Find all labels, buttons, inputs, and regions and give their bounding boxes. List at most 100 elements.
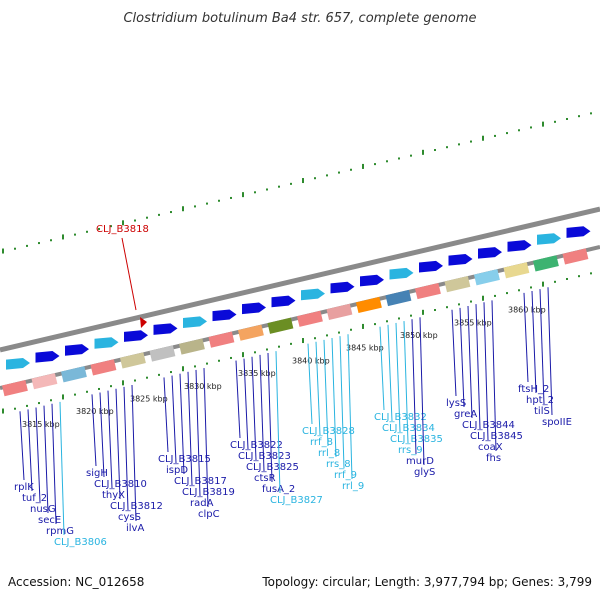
scale-tick (266, 188, 268, 191)
scale-tick (98, 387, 100, 390)
feature-block (415, 282, 441, 300)
kbp-label: 3840 kbp (292, 356, 330, 365)
gene-label: CLJ_B3835 (390, 434, 443, 445)
gene-label: CLJ_B3819 (182, 487, 235, 498)
gene-arrow (35, 351, 60, 363)
scale-tick (314, 337, 316, 340)
feature-block (149, 345, 176, 362)
gene-leader-line (347, 334, 353, 480)
gene-label: sigH (86, 468, 108, 479)
gene-arrow (271, 295, 296, 308)
gene-leader-line (59, 401, 65, 536)
gene-arrow (301, 288, 325, 301)
kbp-label: 3815 kbp (22, 420, 60, 429)
gene-leader-line (459, 307, 465, 408)
scale-tick (458, 143, 460, 146)
scale-tick (338, 331, 340, 334)
scale-tick (518, 129, 520, 132)
gene-label: murD (406, 456, 434, 467)
gene-arrow (507, 240, 532, 252)
gene-label: ctsR (254, 473, 276, 484)
scale-tick (434, 309, 436, 312)
gene-label: CLJ_B3844 (462, 420, 515, 431)
gene-label: thyX (102, 490, 125, 501)
scale-tick (290, 342, 292, 345)
gene-arrow (360, 274, 384, 287)
scale-tick (362, 163, 364, 169)
gene-leader-line (107, 390, 113, 489)
scale-tick (374, 323, 376, 326)
gene-label: radA (190, 498, 214, 509)
scale-tick (158, 213, 160, 216)
scale-tick (50, 399, 52, 402)
gene-label: CLJ_B3815 (158, 454, 211, 465)
scale-tick (386, 320, 388, 323)
scale-tick (182, 206, 184, 212)
scale-tick (482, 295, 484, 301)
scale-tick (98, 227, 100, 230)
gene-label: rrl_9 (342, 481, 364, 492)
scale-tick (398, 317, 400, 320)
kbp-label: 3835 kbp (238, 369, 276, 378)
gene-leader-line (491, 300, 497, 452)
scale-tick (506, 292, 508, 295)
gene-label: rpmG (46, 526, 74, 537)
gene-leader-line (123, 386, 129, 511)
gene-leader-line (323, 339, 329, 447)
scale-tick (542, 281, 544, 287)
scale-tick (290, 182, 292, 185)
gene-leader-line (387, 324, 393, 422)
feature-block (444, 276, 471, 293)
gene-leader-line (27, 409, 33, 492)
feature-block (267, 317, 294, 334)
feature-block (297, 310, 323, 327)
scale-tick (350, 168, 352, 171)
gene-leader-line (315, 341, 321, 436)
scale-tick (590, 112, 592, 115)
scale-tick (458, 303, 460, 306)
scale-tick (38, 402, 40, 405)
scale-tick (230, 356, 232, 359)
gene-leader-line (91, 394, 97, 467)
gene-arrow (153, 323, 178, 335)
kbp-label: 3825 kbp (130, 394, 168, 403)
gene-leader-line (131, 384, 137, 522)
scale-tick (242, 352, 244, 358)
backbone-line (0, 206, 600, 353)
gene-label: CLJ_B3822 (230, 440, 283, 451)
gene-label: CLJ_B3845 (470, 431, 523, 442)
scale-tick (518, 289, 520, 292)
gene-leader-line (203, 368, 209, 508)
highlight-marker: CLJ_B3818 (96, 224, 149, 328)
scale-tick (62, 394, 64, 400)
scale-tick (470, 140, 472, 143)
scale-tick (386, 160, 388, 163)
gene-label: rrs_9 (398, 445, 423, 456)
gene-leader-line (43, 405, 49, 514)
kbp-label: 3830 kbp (184, 382, 222, 391)
gene-arrow (566, 226, 591, 238)
gene-label: rrf_8 (310, 437, 333, 448)
gene-leader-line (187, 371, 193, 486)
gene-label: CLJ_B3810 (94, 479, 147, 490)
scale-tick (218, 199, 220, 202)
gene-label: tilS (534, 406, 550, 417)
scale-tick (530, 286, 532, 289)
scale-tick (122, 220, 124, 226)
gene-label: CLJ_B3823 (238, 451, 291, 462)
scale-tick (434, 149, 436, 152)
gene-arrow (330, 281, 355, 294)
scale-tick (194, 205, 196, 208)
gene-arrow (389, 267, 414, 280)
gene-leader-line (307, 343, 313, 425)
gene-arrow (537, 233, 561, 245)
scale-tick (134, 219, 136, 222)
scale-tick (182, 366, 184, 372)
gene-leader-line (539, 289, 545, 405)
gene-arrow (65, 344, 89, 356)
gene-leader-line (451, 309, 457, 397)
scale-tick (470, 300, 472, 303)
scale-tick (566, 277, 568, 280)
gene-leader-line (195, 369, 201, 497)
gene-label: hpt_2 (526, 395, 554, 406)
